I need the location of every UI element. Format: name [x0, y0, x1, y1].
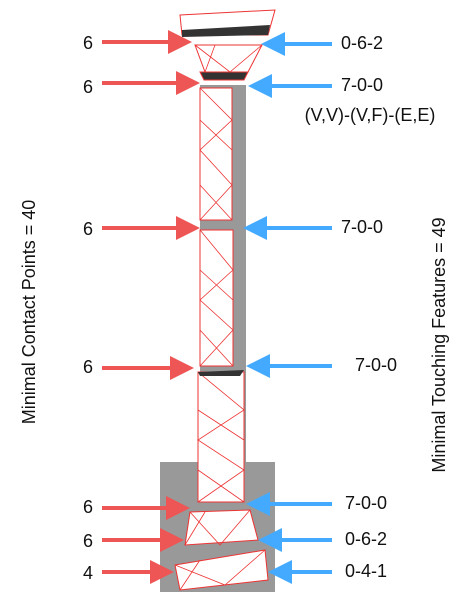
right-label: 0-6-2: [341, 33, 383, 53]
left-label: 6: [83, 531, 93, 551]
figure: Minimal Contact Points = 40 Minimal Touc…: [0, 0, 456, 592]
left-caption: Minimal Contact Points = 40: [19, 200, 39, 425]
right-caption: Minimal Touching Features = 49: [429, 217, 449, 472]
right-label: 7-0-0: [355, 355, 397, 375]
left-label: 4: [83, 563, 93, 583]
left-label: 6: [83, 219, 93, 239]
right-label: 7-0-0: [345, 493, 387, 513]
right-note: (V,V)-(V,F)-(E,E): [305, 105, 436, 125]
right-label: 0-6-2: [345, 529, 387, 549]
left-label: 6: [83, 357, 93, 377]
right-label: 0-4-1: [345, 561, 387, 581]
left-label: 6: [83, 33, 93, 53]
right-label: 7-0-0: [341, 217, 383, 237]
left-label: 6: [83, 497, 93, 517]
left-label: 6: [83, 77, 93, 97]
right-label: 7-0-0: [341, 75, 383, 95]
